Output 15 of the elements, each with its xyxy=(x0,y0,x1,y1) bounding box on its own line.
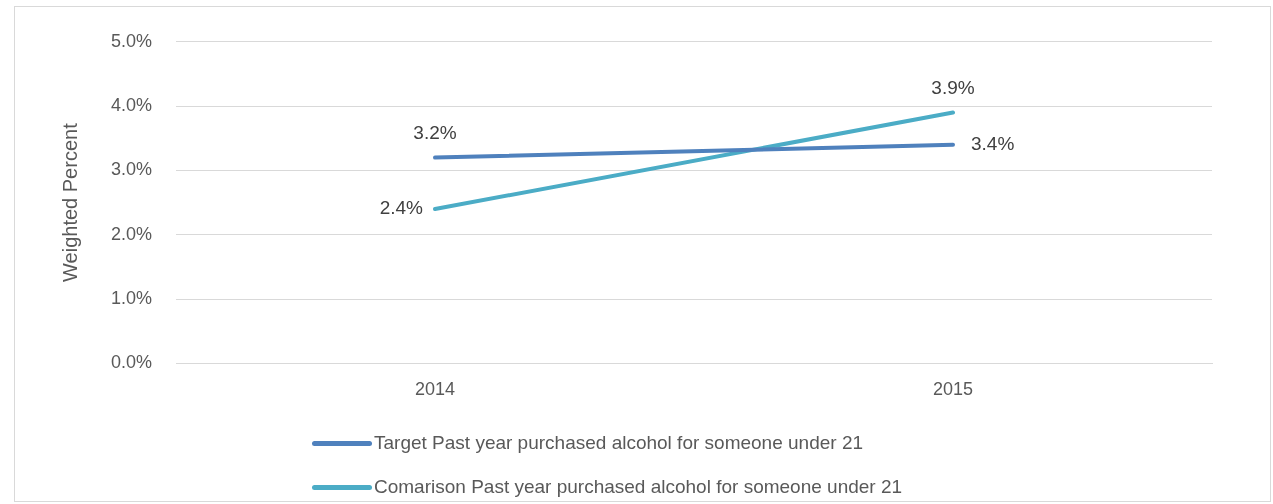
y-tick-label: 2.0% xyxy=(111,223,153,244)
y-tick-label: 0.0% xyxy=(111,352,153,373)
x-tick-label: 2015 xyxy=(932,379,974,400)
y-axis-title: Weighted Percent xyxy=(58,122,81,282)
data-label: 2.4% xyxy=(379,197,424,219)
y-tick-label: 4.0% xyxy=(111,95,153,116)
y-tick-label: 1.0% xyxy=(111,288,153,309)
legend-label: Target Past year purchased alcohol for someone under 21 xyxy=(374,432,864,454)
data-label: 3.4% xyxy=(971,132,1015,154)
y-tick-label: 3.0% xyxy=(111,159,153,180)
legend-label: Comarison Past year purchased alcohol for someone under 21 xyxy=(374,476,903,498)
x-tick-label: 2014 xyxy=(415,379,456,400)
data-label: 3.2% xyxy=(413,122,457,144)
y-tick-label: 5.0% xyxy=(111,30,153,51)
data-label: 3.9% xyxy=(931,77,975,99)
